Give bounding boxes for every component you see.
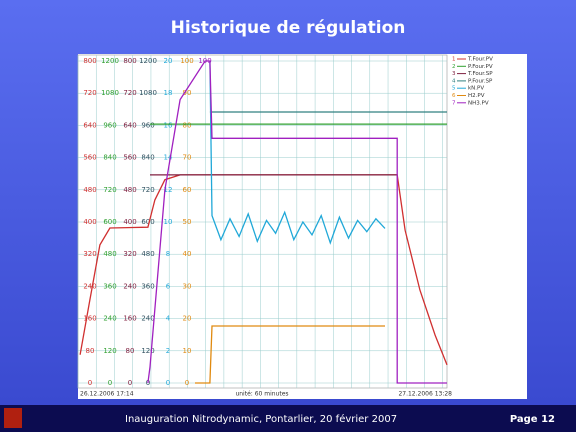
y-tick-label: 70 — [183, 154, 192, 162]
y-tick-label: 960 — [103, 121, 116, 129]
series-line — [147, 60, 447, 384]
y-tick-label: 160 — [123, 315, 136, 323]
y-tick-label: 120 — [141, 347, 154, 355]
y-tick-label: 360 — [141, 282, 154, 290]
y-tick-label: 1200 — [139, 57, 157, 65]
y-tick-label: 720 — [83, 89, 96, 97]
x-end-label: 27.12.2006 13:28 — [398, 391, 452, 398]
y-tick-label: 1080 — [139, 89, 157, 97]
legend-key: 7 — [452, 100, 456, 106]
y-tick-label: 240 — [141, 315, 154, 323]
series-line — [195, 325, 385, 384]
footer-band — [0, 405, 576, 432]
y-tick-label: 240 — [103, 315, 116, 323]
series-line — [79, 174, 448, 366]
footer-text: Inauguration Nitrodynamic, Pontarlier, 2… — [125, 413, 397, 425]
y-tick-label: 12 — [164, 186, 173, 194]
y-tick-label: 640 — [83, 121, 96, 129]
y-tick-label: 400 — [123, 218, 136, 226]
y-tick-label: 0 — [88, 379, 92, 387]
legend-label: T.Four.PV — [467, 57, 493, 63]
y-tick-label: 80 — [183, 121, 192, 129]
slide-title: Historique de régulation — [171, 18, 406, 38]
y-tick-label: 10 — [183, 347, 192, 355]
y-tick-label: 50 — [183, 218, 192, 226]
y-tick-label: 720 — [123, 89, 136, 97]
y-tick-label: 120 — [103, 347, 116, 355]
y-tick-label: 18 — [164, 89, 173, 97]
legend-label: P.Four.PV — [468, 64, 493, 70]
y-tick-label: 80 — [86, 347, 95, 355]
logo — [4, 408, 22, 428]
legend-key: 1 — [452, 57, 456, 63]
y-tick-label: 360 — [103, 282, 116, 290]
y-tick-label: 800 — [123, 57, 136, 65]
y-tick-label: 10 — [164, 218, 173, 226]
y-tick-label: 320 — [83, 250, 96, 258]
y-tick-label: 80 — [126, 347, 135, 355]
legend-key: 3 — [452, 71, 456, 77]
y-tick-label: 0 — [108, 379, 112, 387]
y-tick-label: 600 — [141, 218, 154, 226]
y-tick-label: 480 — [83, 186, 96, 194]
y-tick-label: 720 — [141, 186, 154, 194]
y-tick-label: 20 — [183, 315, 192, 323]
y-tick-label: 480 — [123, 186, 136, 194]
y-tick-label: 320 — [123, 250, 136, 258]
y-tick-label: 14 — [164, 154, 173, 162]
legend-label: T.Four.SP — [467, 71, 493, 77]
y-tick-label: 20 — [164, 57, 173, 65]
y-tick-label: 30 — [183, 282, 192, 290]
y-tick-label: 480 — [141, 250, 154, 258]
y-tick-label: 100 — [180, 57, 193, 65]
y-tick-label: 840 — [103, 154, 116, 162]
y-tick-label: 0 — [185, 379, 189, 387]
legend-label: H2.PV — [468, 93, 485, 99]
y-tick-label: 0 — [166, 379, 170, 387]
y-tick-label: 1080 — [101, 89, 119, 97]
legend-key: 5 — [452, 86, 456, 92]
chart: 0801602403204004805606407208000120240360… — [77, 55, 493, 398]
legend-label: P.Four.SP — [468, 78, 493, 84]
y-tick-label: 800 — [83, 57, 96, 65]
y-tick-label: 160 — [83, 315, 96, 323]
y-tick-label: 40 — [183, 250, 192, 258]
x-start-label: 26.12.2006 17:14 — [80, 391, 134, 398]
x-unit-label: unité: 60 minutes — [235, 391, 288, 398]
page-number: Page 12 — [510, 414, 555, 425]
y-tick-label: 480 — [103, 250, 116, 258]
y-tick-label: 960 — [141, 121, 154, 129]
y-tick-label: 16 — [164, 121, 173, 129]
y-tick-label: 90 — [183, 89, 192, 97]
legend-label: kN.PV — [468, 86, 484, 92]
legend-key: 2 — [452, 64, 456, 70]
y-tick-label: 560 — [83, 154, 96, 162]
y-tick-label: 240 — [83, 282, 96, 290]
y-tick-label: 600 — [103, 218, 116, 226]
y-tick-label: 60 — [183, 186, 192, 194]
legend-label: NH3.PV — [468, 100, 489, 106]
y-tick-label: 400 — [83, 218, 96, 226]
y-tick-label: 0 — [128, 379, 132, 387]
legend-key: 6 — [452, 93, 456, 99]
y-tick-label: 4 — [166, 315, 171, 323]
y-tick-label: 840 — [141, 154, 154, 162]
y-tick-label: 1200 — [101, 57, 119, 65]
y-tick-label: 240 — [123, 282, 136, 290]
y-tick-label: 8 — [166, 250, 170, 258]
y-tick-label: 6 — [166, 282, 171, 290]
y-tick-label: 720 — [103, 186, 116, 194]
y-tick-label: 560 — [123, 154, 136, 162]
series-line — [209, 60, 386, 245]
legend-key: 4 — [452, 78, 456, 84]
y-tick-label: 2 — [166, 347, 170, 355]
y-tick-label: 640 — [123, 121, 136, 129]
